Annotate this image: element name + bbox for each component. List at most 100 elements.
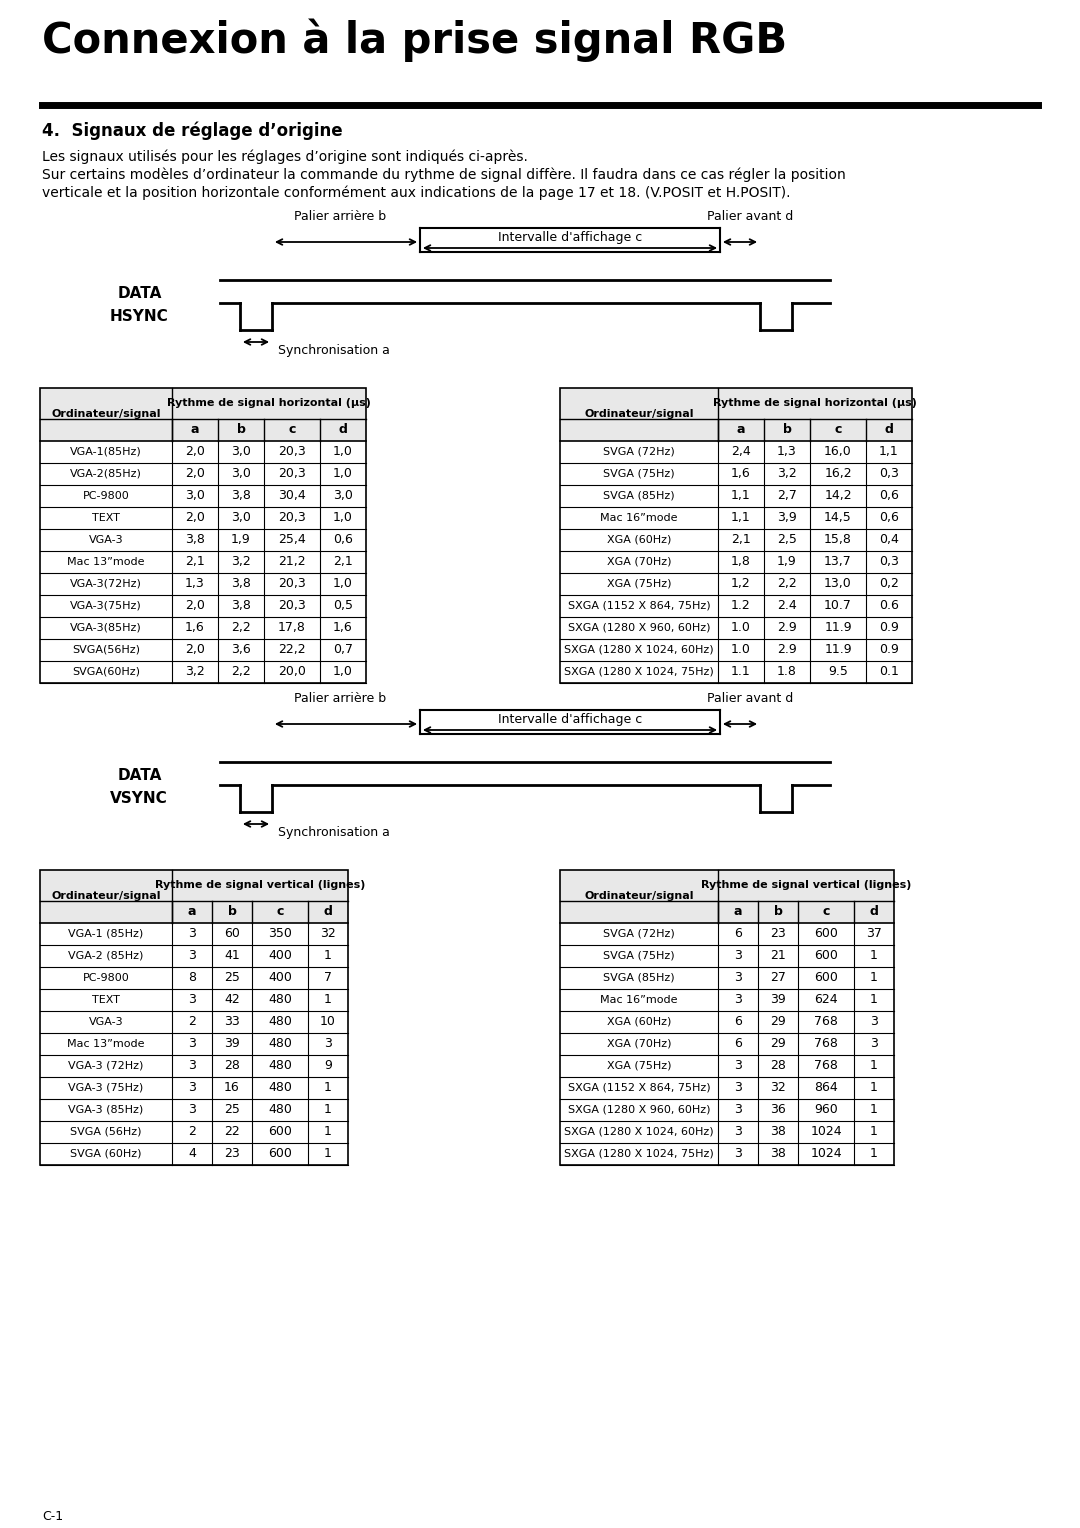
Text: 624: 624 <box>814 993 838 1007</box>
Text: 23: 23 <box>770 927 786 940</box>
Text: 1: 1 <box>870 993 878 1007</box>
Text: 1: 1 <box>870 1059 878 1073</box>
Text: 1,6: 1,6 <box>185 622 205 634</box>
Text: 1: 1 <box>324 1103 332 1117</box>
Text: 2,1: 2,1 <box>731 533 751 547</box>
Text: 1,8: 1,8 <box>731 555 751 568</box>
Text: 1,3: 1,3 <box>778 445 797 458</box>
Text: 3,8: 3,8 <box>231 578 251 590</box>
Text: 25,4: 25,4 <box>279 533 306 547</box>
Text: 13,0: 13,0 <box>824 578 852 590</box>
Text: 7: 7 <box>324 972 332 984</box>
Text: 1,9: 1,9 <box>778 555 797 568</box>
Text: Rythme de signal horizontal (µs): Rythme de signal horizontal (µs) <box>713 399 917 408</box>
Text: 2,0: 2,0 <box>185 512 205 524</box>
Text: SXGA (1280 X 1024, 60Hz): SXGA (1280 X 1024, 60Hz) <box>564 645 714 656</box>
Text: 14,2: 14,2 <box>824 489 852 503</box>
Text: 39: 39 <box>225 1038 240 1050</box>
Text: 28: 28 <box>224 1059 240 1073</box>
Bar <box>40 388 366 440</box>
Text: 1: 1 <box>324 1082 332 1094</box>
Text: 2,2: 2,2 <box>231 665 251 678</box>
Text: 3,8: 3,8 <box>231 599 251 613</box>
Text: 2,5: 2,5 <box>778 533 797 547</box>
Text: 38: 38 <box>770 1125 786 1138</box>
Text: SXGA (1280 X 1024, 75Hz): SXGA (1280 X 1024, 75Hz) <box>564 666 714 677</box>
Text: c: c <box>288 423 296 437</box>
Text: 2,0: 2,0 <box>185 445 205 458</box>
Text: 2,7: 2,7 <box>778 489 797 503</box>
Text: 36: 36 <box>770 1103 786 1117</box>
Text: 60: 60 <box>224 927 240 940</box>
Bar <box>561 869 894 923</box>
Text: 3: 3 <box>188 1038 195 1050</box>
Text: PC-9800: PC-9800 <box>83 490 130 501</box>
Text: SVGA (75Hz): SVGA (75Hz) <box>604 469 675 478</box>
Text: Ordinateur/signal: Ordinateur/signal <box>584 891 693 902</box>
Text: b: b <box>228 905 237 918</box>
Text: 1,1: 1,1 <box>731 512 751 524</box>
Text: 3,8: 3,8 <box>185 533 205 547</box>
Text: 3,2: 3,2 <box>778 468 797 480</box>
Text: 3: 3 <box>734 1082 742 1094</box>
Text: 33: 33 <box>225 1015 240 1028</box>
Text: 1.0: 1.0 <box>731 622 751 634</box>
Text: VGA-2(85Hz): VGA-2(85Hz) <box>70 469 141 478</box>
Text: 0,4: 0,4 <box>879 533 899 547</box>
Text: VGA-3: VGA-3 <box>89 535 123 545</box>
Text: verticale et la position horizontale conformément aux indications de la page 17 : verticale et la position horizontale con… <box>42 186 791 200</box>
Text: 41: 41 <box>225 949 240 963</box>
Text: 3: 3 <box>734 972 742 984</box>
Text: 1: 1 <box>870 972 878 984</box>
Text: 2: 2 <box>188 1015 195 1028</box>
Text: 2,2: 2,2 <box>231 622 251 634</box>
Text: 1.2: 1.2 <box>731 599 751 613</box>
Text: Palier avant d: Palier avant d <box>707 692 793 704</box>
Text: d: d <box>324 905 333 918</box>
Text: 1024: 1024 <box>810 1125 841 1138</box>
Text: c: c <box>835 423 841 437</box>
Text: SVGA(60Hz): SVGA(60Hz) <box>72 666 140 677</box>
Text: 3: 3 <box>324 1038 332 1050</box>
Text: VGA-3(85Hz): VGA-3(85Hz) <box>70 623 141 633</box>
Bar <box>40 388 366 683</box>
Text: 1: 1 <box>324 993 332 1007</box>
Text: 29: 29 <box>770 1038 786 1050</box>
Text: 20,3: 20,3 <box>279 468 306 480</box>
Text: 1: 1 <box>324 949 332 963</box>
Text: 3,8: 3,8 <box>231 489 251 503</box>
Text: 480: 480 <box>268 1103 292 1117</box>
Text: Sur certains modèles d’ordinateur la commande du rythme de signal diffère. Il fa: Sur certains modèles d’ordinateur la com… <box>42 168 846 182</box>
Text: 3,0: 3,0 <box>185 489 205 503</box>
Text: SXGA (1280 X 1024, 60Hz): SXGA (1280 X 1024, 60Hz) <box>564 1126 714 1137</box>
Text: XGA (70Hz): XGA (70Hz) <box>607 1039 672 1048</box>
Text: 1: 1 <box>870 1082 878 1094</box>
Text: SVGA (75Hz): SVGA (75Hz) <box>604 950 675 961</box>
Text: d: d <box>869 905 878 918</box>
Text: XGA (70Hz): XGA (70Hz) <box>607 556 672 567</box>
Text: 1,0: 1,0 <box>333 512 353 524</box>
Text: VGA-3 (72Hz): VGA-3 (72Hz) <box>68 1060 144 1071</box>
Text: 1,9: 1,9 <box>231 533 251 547</box>
Text: 3: 3 <box>870 1038 878 1050</box>
Text: XGA (60Hz): XGA (60Hz) <box>607 1016 671 1027</box>
Text: 1,0: 1,0 <box>333 468 353 480</box>
Text: 21: 21 <box>770 949 786 963</box>
Text: 10: 10 <box>320 1015 336 1028</box>
Text: 16,2: 16,2 <box>824 468 852 480</box>
Text: 9.5: 9.5 <box>828 665 848 678</box>
Text: 480: 480 <box>268 1082 292 1094</box>
Text: TEXT: TEXT <box>92 513 120 523</box>
Text: 2,2: 2,2 <box>778 578 797 590</box>
Text: 22: 22 <box>225 1125 240 1138</box>
Text: Connexion à la prise signal RGB: Connexion à la prise signal RGB <box>42 18 787 61</box>
Text: 6: 6 <box>734 1038 742 1050</box>
Text: 3,0: 3,0 <box>231 468 251 480</box>
Text: 32: 32 <box>320 927 336 940</box>
Text: SXGA (1152 X 864, 75Hz): SXGA (1152 X 864, 75Hz) <box>568 1083 711 1093</box>
Text: 1,6: 1,6 <box>731 468 751 480</box>
Text: SXGA (1280 X 1024, 75Hz): SXGA (1280 X 1024, 75Hz) <box>564 1149 714 1158</box>
Text: 20,3: 20,3 <box>279 512 306 524</box>
Text: 42: 42 <box>225 993 240 1007</box>
Text: 13,7: 13,7 <box>824 555 852 568</box>
